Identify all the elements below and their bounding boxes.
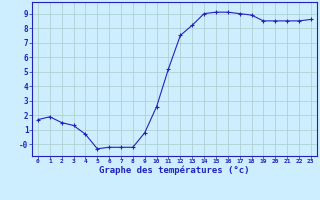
X-axis label: Graphe des températures (°c): Graphe des températures (°c) bbox=[99, 166, 250, 175]
